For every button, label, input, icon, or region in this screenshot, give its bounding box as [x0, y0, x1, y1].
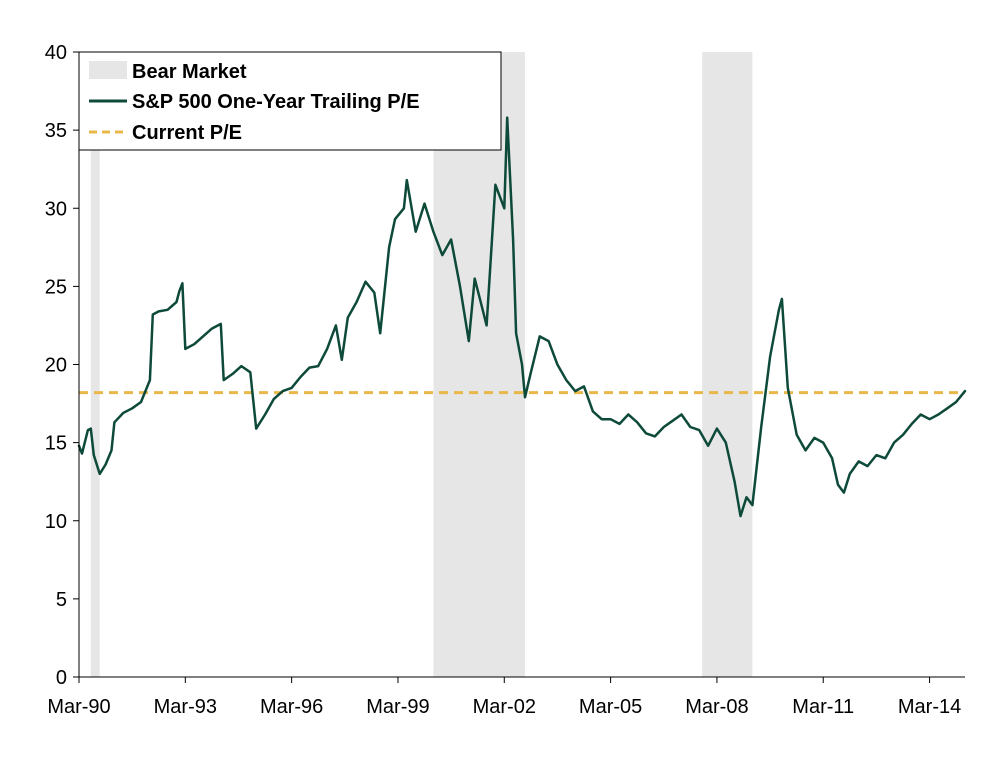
y-tick-label: 10 — [45, 511, 67, 533]
bear-market-band-1 — [90, 52, 100, 677]
y-tick-label: 40 — [45, 42, 67, 64]
x-tick-label: Mar-99 — [366, 696, 429, 718]
y-tick-label: 0 — [56, 667, 67, 689]
legend-box — [78, 51, 502, 151]
x-tick-label: Mar-11 — [792, 696, 854, 718]
pe-series-layer — [77, 116, 967, 518]
y-tick-label: 25 — [45, 276, 67, 298]
legend: Bear Market S&P 500 One-Year Trailing P/… — [78, 51, 502, 151]
x-tick-label: Mar-90 — [47, 696, 110, 718]
x-tick-label: Mar-08 — [685, 696, 748, 718]
y-tick-label: 15 — [45, 433, 67, 455]
y-tick-label: 30 — [45, 198, 67, 220]
x-tick-label: Mar-02 — [473, 696, 536, 718]
x-tick-label: Mar-96 — [260, 696, 323, 718]
legend-label-bear-market: Bear Market — [132, 61, 247, 83]
legend-swatch-bear-market — [89, 61, 127, 79]
x-tick-label: Mar-05 — [579, 696, 642, 718]
y-tick-label: 5 — [56, 589, 67, 611]
x-tick-label: Mar-93 — [154, 696, 217, 718]
y-tick-label: 35 — [45, 120, 67, 142]
legend-label-current-pe: Current P/E — [132, 122, 242, 144]
y-tick-label: 20 — [45, 355, 67, 377]
legend-label-pe-line: S&P 500 One-Year Trailing P/E — [132, 91, 420, 113]
axes: 0 5 10 15 20 25 30 35 40 Mar-90 Mar-93 Mar-96 Mar-99… — [45, 42, 965, 718]
pe-series-line — [77, 116, 967, 518]
bear-market-band-3 — [702, 52, 753, 677]
x-tick-label: Mar-14 — [898, 696, 961, 718]
